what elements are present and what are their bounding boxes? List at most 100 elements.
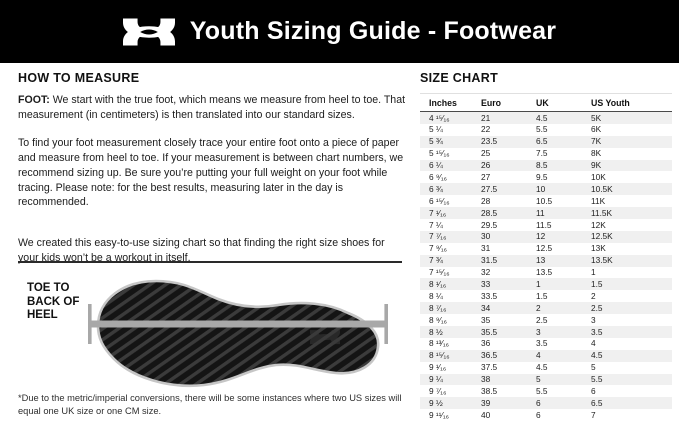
table-cell: 6K [591,124,672,136]
foot-label: FOOT: [18,94,50,106]
table-cell: 8 ¼ [420,290,481,302]
table-cell: 6 [536,397,591,409]
table-cell: 11.5 [536,219,591,231]
table-cell: 8 ¹³⁄₁₆ [420,338,481,350]
table-cell: 1.5 [591,278,672,290]
table-cell: 9K [591,160,672,172]
table-cell: 38 [481,374,536,386]
table-cell: 13K [591,243,672,255]
table-cell: 27 [481,171,536,183]
table-cell: 5 ¹⁵⁄₁₆ [420,148,481,160]
table-cell: 6.5 [536,136,591,148]
table-cell: 35 [481,314,536,326]
table-cell: 9 ¼ [420,374,481,386]
table-cell: 33 [481,278,536,290]
header-bar: Youth Sizing Guide - Footwear [0,0,679,63]
table-cell: 38.5 [481,385,536,397]
table-cell: 8K [591,148,672,160]
table-cell: 2.5 [591,302,672,314]
table-cell: 1 [536,278,591,290]
table-cell: 13.5K [591,255,672,267]
table-cell: 11 [536,207,591,219]
table-cell: 9 ⁷⁄₁₆ [420,385,481,397]
table-cell: 10K [591,171,672,183]
table-cell: 13.5 [536,267,591,279]
toe-to-heel-label-line: HEEL [27,309,79,323]
column-header: US Youth [591,94,672,112]
table-cell: 5 ¼ [420,124,481,136]
table-cell: 9 ¹⁄₁₆ [420,362,481,374]
table-cell: 33.5 [481,290,536,302]
table-cell: 40 [481,409,536,421]
table-cell: 7 [591,409,672,421]
table-cell: 5 [591,362,672,374]
table-cell: 7 ¹⁄₁₆ [420,207,481,219]
table-cell: 5.5 [591,374,672,386]
table-cell: 34 [481,302,536,314]
table-cell: 31 [481,243,536,255]
table-cell: 9.5 [536,171,591,183]
table-cell: 7.5 [536,148,591,160]
table-cell: 36 [481,338,536,350]
table-cell: 9 ½ [420,397,481,409]
table-cell: 1.5 [536,290,591,302]
table-cell: 4.5 [536,362,591,374]
table-cell: 10 [536,183,591,195]
table-cell: 28.5 [481,207,536,219]
table-cell: 12.5K [591,231,672,243]
column-header: Inches [420,94,481,112]
size-chart-heading: SIZE CHART [420,71,672,85]
table-cell: 8 ⁹⁄₁₆ [420,314,481,326]
toe-to-heel-label-line: BACK OF [27,296,79,310]
under-armour-logo-icon [123,16,175,48]
table-cell: 4 [536,350,591,362]
table-cell: 39 [481,397,536,409]
table-cell: 3 [536,326,591,338]
table-cell: 8 ¹⁵⁄₁₆ [420,350,481,362]
table-cell: 8 ½ [420,326,481,338]
table-cell: 29.5 [481,219,536,231]
table-cell: 10.5 [536,195,591,207]
table-cell: 3 [591,314,672,326]
table-cell: 27.5 [481,183,536,195]
table-cell: 5.5 [536,385,591,397]
how-to-measure-section: HOW TO MEASURE FOOT: We start with the t… [18,71,406,265]
conversion-footnote: *Due to the metric/imperial conversions,… [18,392,410,418]
table-cell: 9 ¹¹⁄₁₆ [420,409,481,421]
table-cell: 13 [536,255,591,267]
table-cell: 8 ⁷⁄₁₆ [420,302,481,314]
table-cell: 6 ¾ [420,183,481,195]
table-cell: 35.5 [481,326,536,338]
table-cell: 4.5 [591,350,672,362]
table-cell: 32 [481,267,536,279]
table-cell: 5 ¾ [420,136,481,148]
table-cell: 26 [481,160,536,172]
table-cell: 6.5 [591,397,672,409]
section-divider [18,261,402,263]
table-cell: 31.5 [481,255,536,267]
table-cell: 30 [481,231,536,243]
table-cell: 11.5K [591,207,672,219]
